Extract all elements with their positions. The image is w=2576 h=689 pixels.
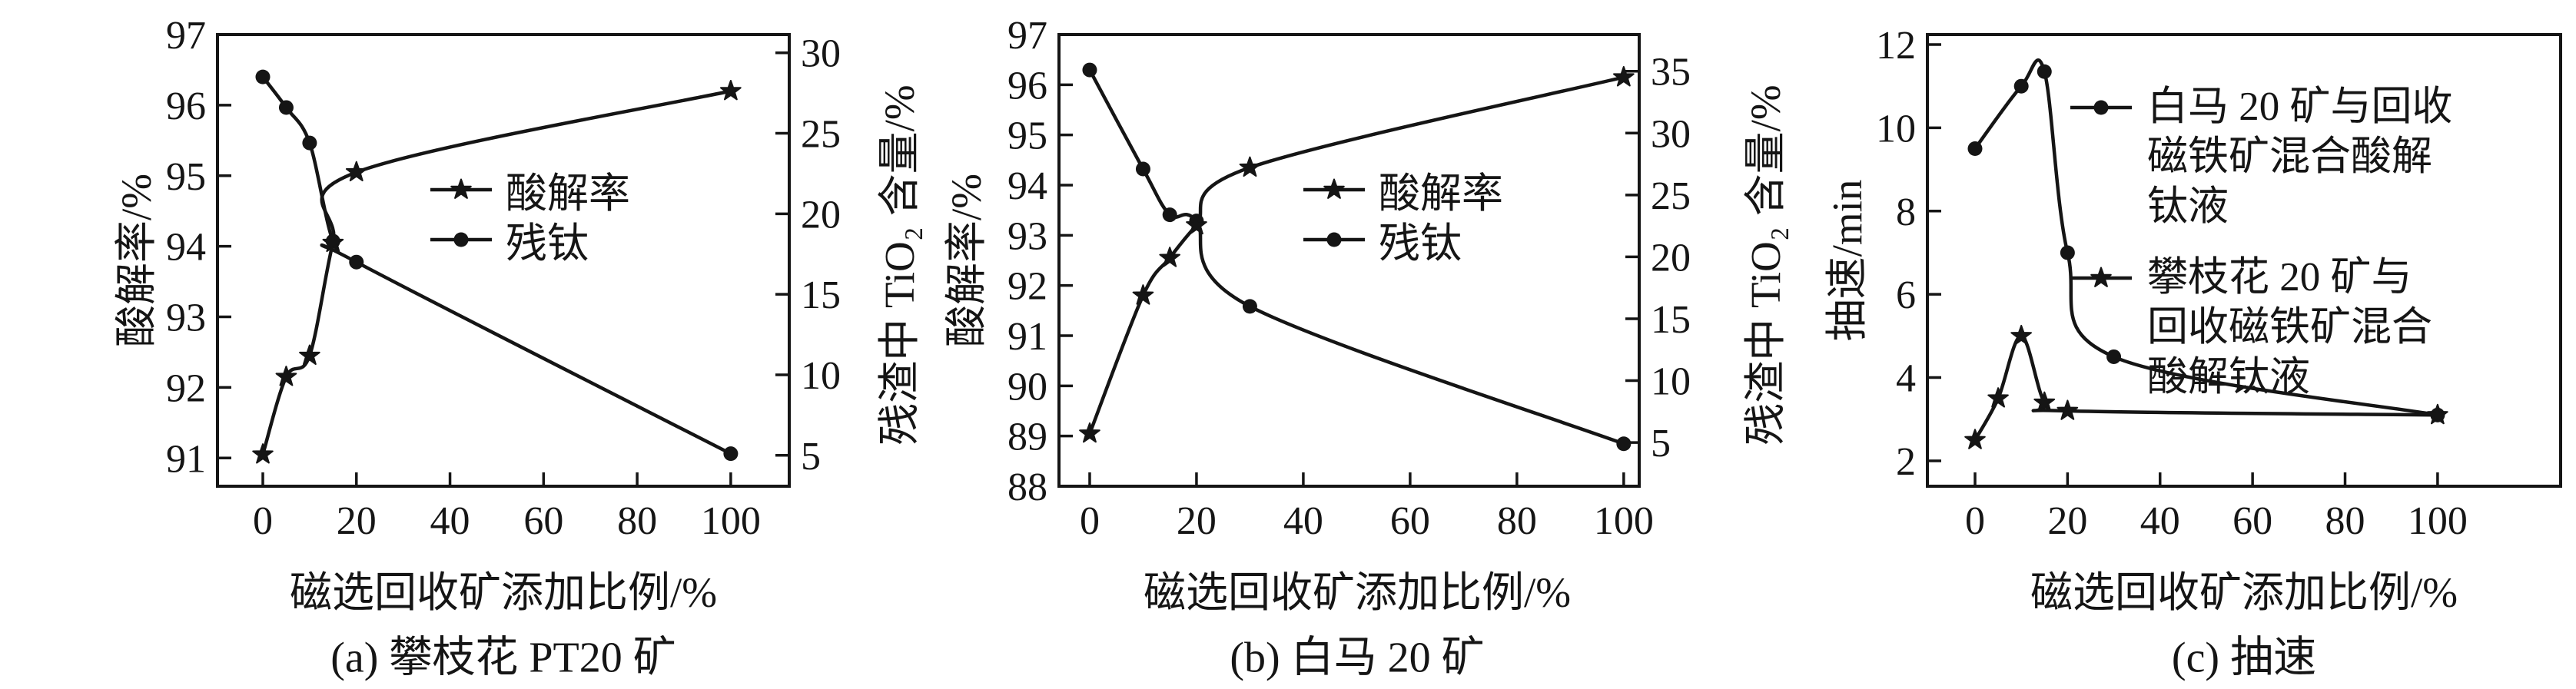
svg-text:25: 25 xyxy=(1651,174,1691,218)
svg-text:90: 90 xyxy=(1007,365,1047,409)
circle-marker-icon xyxy=(2069,94,2133,121)
svg-text:60: 60 xyxy=(2232,499,2272,543)
svg-text:80: 80 xyxy=(2325,499,2365,543)
legend-item-panzhihua: 攀枝花 20 矿与 回收磁铁矿混合 酸解钛液 xyxy=(2069,253,2453,402)
panel-a-ylabel-right: 残渣中 TiO₂ 含量/% xyxy=(876,84,923,446)
svg-text:20: 20 xyxy=(2047,499,2087,543)
legend-label: 酸解率 xyxy=(1379,171,1503,217)
svg-text:89: 89 xyxy=(1007,416,1047,459)
svg-text:20: 20 xyxy=(1651,236,1691,280)
legend-label: 残钛 xyxy=(506,220,589,267)
svg-text:94: 94 xyxy=(166,226,206,270)
svg-text:10: 10 xyxy=(1876,107,1916,151)
panel-b-caption: (b) 白马 20 矿 xyxy=(1230,634,1485,682)
svg-text:12: 12 xyxy=(1876,24,1916,68)
legend-line: 攀枝花 20 矿与 xyxy=(2147,255,2412,300)
svg-text:60: 60 xyxy=(523,499,563,543)
svg-text:40: 40 xyxy=(430,499,470,543)
svg-text:92: 92 xyxy=(166,366,206,410)
svg-text:93: 93 xyxy=(1007,214,1047,258)
star-marker-icon xyxy=(1302,176,1366,204)
svg-text:15: 15 xyxy=(801,273,841,317)
circle-marker-icon xyxy=(429,226,493,253)
svg-text:15: 15 xyxy=(1651,298,1691,342)
legend-item-suanjielv: 酸解率 xyxy=(429,164,630,217)
svg-text:20: 20 xyxy=(801,193,841,237)
svg-text:30: 30 xyxy=(1651,112,1691,156)
svg-text:91: 91 xyxy=(1007,315,1047,359)
svg-text:97: 97 xyxy=(166,14,206,58)
svg-text:25: 25 xyxy=(801,113,841,157)
svg-text:91: 91 xyxy=(166,437,206,481)
circle-marker-icon xyxy=(1302,226,1366,253)
svg-text:20: 20 xyxy=(1177,499,1217,543)
svg-text:0: 0 xyxy=(253,499,273,543)
panel-a-caption: (a) 攀枝花 PT20 矿 xyxy=(330,634,676,682)
svg-text:100: 100 xyxy=(701,499,761,543)
legend-line: 回收磁铁矿混合 xyxy=(2147,305,2432,349)
panel-b-xlabel: 磁选回收矿添加比例/% xyxy=(1143,569,1572,616)
panel-b-plot: 0 20 40 60 80 100 88 89 90 91 92 93 94 95 96 97 5 10 15 20 2… xyxy=(1007,14,1691,543)
svg-text:95: 95 xyxy=(166,155,206,199)
panel-a-xlabel: 磁选回收矿添加比例/% xyxy=(289,569,718,616)
svg-text:4: 4 xyxy=(1896,357,1916,401)
svg-text:96: 96 xyxy=(166,84,206,128)
svg-text:97: 97 xyxy=(1007,14,1047,58)
svg-text:40: 40 xyxy=(2140,499,2180,543)
svg-text:95: 95 xyxy=(1007,114,1047,158)
svg-text:8: 8 xyxy=(1896,190,1916,234)
svg-text:2: 2 xyxy=(1896,440,1916,484)
svg-text:96: 96 xyxy=(1007,64,1047,108)
svg-text:10: 10 xyxy=(801,354,841,398)
legend-line: 白马 20 矿与回收 xyxy=(2147,84,2453,129)
svg-text:5: 5 xyxy=(801,435,821,479)
panel-b-ylabel-left: 酸解率/% xyxy=(943,173,990,348)
legend-label: 酸解率 xyxy=(506,171,630,217)
svg-text:94: 94 xyxy=(1007,164,1047,208)
panel-c-xlabel: 磁选回收矿添加比例/% xyxy=(2030,569,2458,616)
star-marker-icon xyxy=(2069,264,2133,292)
svg-text:100: 100 xyxy=(1594,499,1654,543)
svg-text:80: 80 xyxy=(617,499,657,543)
panel-a-plot: 0 20 40 60 80 100 91 92 93 94 95 96 97 5 10 15 20 25 30 xyxy=(166,14,841,543)
legend-item-cantai: 残钛 xyxy=(1302,214,1503,267)
svg-text:80: 80 xyxy=(1497,499,1537,543)
panel-b-ylabel-right: 残渣中 TiO₂ 含量/% xyxy=(1742,84,1789,446)
svg-text:0: 0 xyxy=(1965,499,1985,543)
panel-c-plot: 0 20 40 60 80 100 2 4 6 8 10 12 xyxy=(1876,24,2562,543)
svg-text:60: 60 xyxy=(1390,499,1430,543)
legend-line: 酸解钛液 xyxy=(2147,355,2310,399)
svg-text:6: 6 xyxy=(1896,273,1916,317)
legend-line: 钛液 xyxy=(2147,184,2229,229)
legend-label-panzhihua: 攀枝花 20 矿与 回收磁铁矿混合 酸解钛液 xyxy=(2147,253,2432,402)
legend-label-baima: 白马 20 矿与回收 磁铁矿混合酸解 钛液 xyxy=(2147,82,2453,232)
svg-text:30: 30 xyxy=(801,32,841,76)
svg-text:35: 35 xyxy=(1651,51,1691,94)
legend-item-suanjielv: 酸解率 xyxy=(1302,164,1503,217)
legend-item-cantai: 残钛 xyxy=(429,214,630,267)
svg-text:5: 5 xyxy=(1651,422,1671,465)
svg-text:40: 40 xyxy=(1283,499,1323,543)
star-marker-icon xyxy=(429,176,493,204)
svg-text:0: 0 xyxy=(1080,499,1100,543)
panel-c-caption: (c) 抽速 xyxy=(2171,634,2317,682)
svg-text:10: 10 xyxy=(1651,360,1691,404)
svg-text:20: 20 xyxy=(337,499,377,543)
panel-a-ylabel-left: 酸解率/% xyxy=(113,173,160,348)
panel-b-legend: 酸解率 残钛 xyxy=(1302,164,1503,267)
legend-label: 残钛 xyxy=(1379,220,1462,267)
legend-line: 磁铁矿混合酸解 xyxy=(2147,134,2432,179)
svg-text:88: 88 xyxy=(1007,465,1047,509)
svg-text:100: 100 xyxy=(2408,499,2468,543)
svg-text:92: 92 xyxy=(1007,265,1047,309)
panel-c-ylabel: 抽速/min xyxy=(1824,179,1871,342)
panel-a-legend: 酸解率 残钛 xyxy=(429,164,630,267)
panel-c-legend: 白马 20 矿与回收 磁铁矿混合酸解 钛液 攀枝花 20 矿与 回收磁铁矿混合 … xyxy=(2069,82,2453,421)
legend-item-baima: 白马 20 矿与回收 磁铁矿混合酸解 钛液 xyxy=(2069,82,2453,232)
svg-text:93: 93 xyxy=(166,296,206,340)
